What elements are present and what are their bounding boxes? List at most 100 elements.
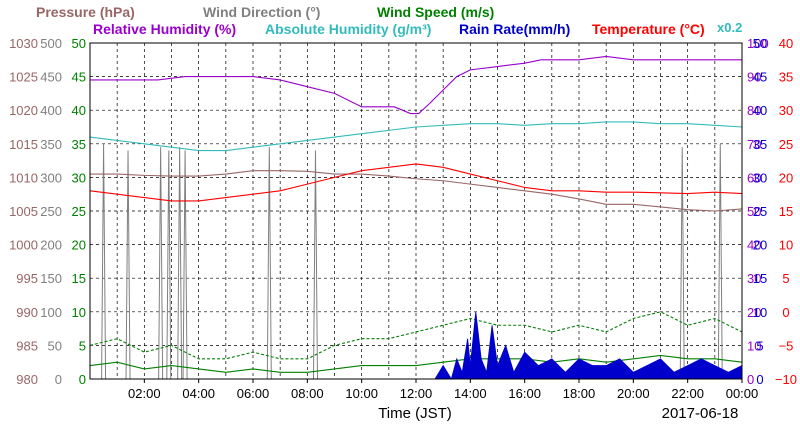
y-tick-label-pressure: 990: [16, 305, 38, 320]
x-tick-label: 14:00: [454, 386, 487, 401]
wind-direction-spike: [312, 150, 318, 380]
y-tick-label-temperature: −10: [775, 372, 797, 387]
wind-direction-spike: [679, 147, 685, 380]
y-tick-label-pressure: 1000: [9, 238, 38, 253]
y-tick-label-wind-direction: 200: [40, 238, 62, 253]
wind-direction-spike: [717, 143, 723, 380]
y-tick-label-temperature: 20: [779, 170, 793, 185]
x-tick-label: 04:00: [182, 386, 215, 401]
y-tick-label-rain-rate: 25: [753, 204, 767, 219]
y-tick-label-wind-speed: 10: [72, 305, 86, 320]
x-tick-label: 12:00: [400, 386, 433, 401]
series-pressure-hpa: [90, 170, 743, 212]
y-tick-label-wind-direction: 350: [40, 137, 62, 152]
wind-direction-spike: [158, 147, 164, 380]
series-wind-speed-m-s-mean: [89, 354, 743, 373]
y-tick-label-relative-humidity: 50: [747, 204, 761, 219]
y-tick-label-pressure: 995: [16, 271, 38, 286]
wind-direction-spike: [182, 150, 188, 380]
y-tick-label-wind-direction: 450: [40, 70, 62, 85]
y-tick-label-wind-direction: 400: [40, 103, 62, 118]
x-axis-title: Time (JST): [378, 405, 452, 422]
y-tick-label-relative-humidity: 100: [747, 36, 769, 51]
wind-direction-spike: [166, 150, 172, 380]
y-tick-label-wind-speed: 5: [79, 338, 86, 353]
x-axis: 02:00 04:00 06:00 08:00 10:00 12:00 14:00 16:00…: [128, 379, 758, 401]
y-axes: 1030102510201015101010051000995990985980…: [9, 36, 797, 387]
y-tick-label-wind-direction: 0: [55, 372, 62, 387]
y-tick-label-relative-humidity: 40: [747, 238, 761, 253]
wind-direction-spike: [177, 147, 183, 380]
y-tick-label-wind-speed: 40: [72, 103, 86, 118]
series-absolute-humidity-g-m: [89, 121, 743, 152]
y-tick-label-wind-speed: 30: [72, 170, 86, 185]
legend-wind-speed: Wind Speed (m/s): [377, 4, 494, 20]
y-tick-label-rain-rate: 10: [753, 305, 767, 320]
x-tick-label: 20:00: [617, 386, 650, 401]
legend: Pressure (hPa) Wind Direction (°) Wind S…: [36, 4, 742, 37]
series-rain-rate-mm-h: [434, 311, 743, 381]
y-tick-label-relative-humidity: 20: [747, 305, 761, 320]
y-tick-label-wind-speed: 35: [72, 137, 86, 152]
y-tick-label-rain-rate: 35: [753, 137, 767, 152]
y-tick-label-pressure: 1010: [9, 170, 38, 185]
wind-direction-spike: [125, 150, 131, 380]
legend-rain-rate: Rain Rate(mm/h): [459, 21, 570, 37]
y-tick-label-rain-rate: 50: [753, 36, 767, 51]
y-tick-label-pressure: 985: [16, 338, 38, 353]
y-tick-label-wind-speed: 20: [72, 238, 86, 253]
x-tick-label: 16:00: [508, 386, 541, 401]
y-tick-label-relative-humidity: 30: [747, 271, 761, 286]
y-tick-label-rain-rate: 5: [756, 338, 763, 353]
x-tick-label: 22:00: [671, 386, 704, 401]
y-tick-label-rain-rate: 0: [756, 372, 763, 387]
y-tick-label-pressure: 1030: [9, 36, 38, 51]
y-tick-label-pressure: 1020: [9, 103, 38, 118]
y-tick-label-temperature: 15: [779, 204, 793, 219]
y-tick-label-pressure: 1025: [9, 70, 38, 85]
y-tick-label-wind-direction: 250: [40, 204, 62, 219]
y-tick-label-relative-humidity: 80: [747, 103, 761, 118]
y-tick-label-pressure: 980: [16, 372, 38, 387]
x-tick-label: 08:00: [291, 386, 324, 401]
y-tick-label-relative-humidity: 10: [747, 338, 761, 353]
legend-pressure: Pressure (hPa): [36, 4, 135, 20]
y-tick-label-relative-humidity: 0: [747, 372, 754, 387]
y-tick-label-temperature: 10: [779, 238, 793, 253]
y-tick-label-wind-speed: 0: [79, 372, 86, 387]
legend-temperature: Temperature (°C): [592, 21, 705, 37]
y-tick-label-rain-rate: 30: [753, 170, 767, 185]
y-tick-label-wind-direction: 500: [40, 36, 62, 51]
series-wind-speed-m-s-gust: [89, 311, 743, 360]
y-tick-label-rain-rate: 40: [753, 103, 767, 118]
y-tick-label-rain-rate: 45: [753, 70, 767, 85]
legend-wind-direction: Wind Direction (°): [203, 4, 320, 20]
legend-relative-humidity: Relative Humidity (%): [93, 21, 236, 37]
date-label: 2017-06-18: [662, 405, 739, 422]
y-tick-label-rain-rate: 15: [753, 271, 767, 286]
y-tick-label-temperature: 35: [779, 70, 793, 85]
x-tick-label: 00:00: [726, 386, 759, 401]
x-tick-label: 02:00: [128, 386, 161, 401]
series-layer: [89, 55, 743, 381]
y-tick-label-wind-speed: 45: [72, 70, 86, 85]
series-relative-humidity: [90, 55, 742, 115]
y-tick-label-pressure: 1005: [9, 204, 38, 219]
series-temperature-c: [89, 163, 743, 202]
y-tick-label-temperature: 5: [782, 271, 789, 286]
y-tick-label-temperature: 30: [779, 103, 793, 118]
y-tick-label-relative-humidity: 70: [747, 137, 761, 152]
wind-direction-spike: [266, 147, 272, 380]
legend-absolute-humidity: Absolute Humidity (g/m³): [265, 21, 431, 37]
y-tick-label-temperature: −5: [779, 338, 794, 353]
y-tick-label-temperature: 25: [779, 137, 793, 152]
y-tick-label-wind-direction: 50: [48, 338, 62, 353]
legend-abs-humidity-scale: x0.2: [717, 20, 742, 35]
y-tick-label-wind-direction: 100: [40, 305, 62, 320]
x-tick-label: 06:00: [237, 386, 270, 401]
y-tick-label-wind-direction: 150: [40, 271, 62, 286]
y-tick-label-wind-speed: 25: [72, 204, 86, 219]
y-tick-label-wind-speed: 50: [72, 36, 86, 51]
y-tick-label-relative-humidity: 90: [747, 70, 761, 85]
